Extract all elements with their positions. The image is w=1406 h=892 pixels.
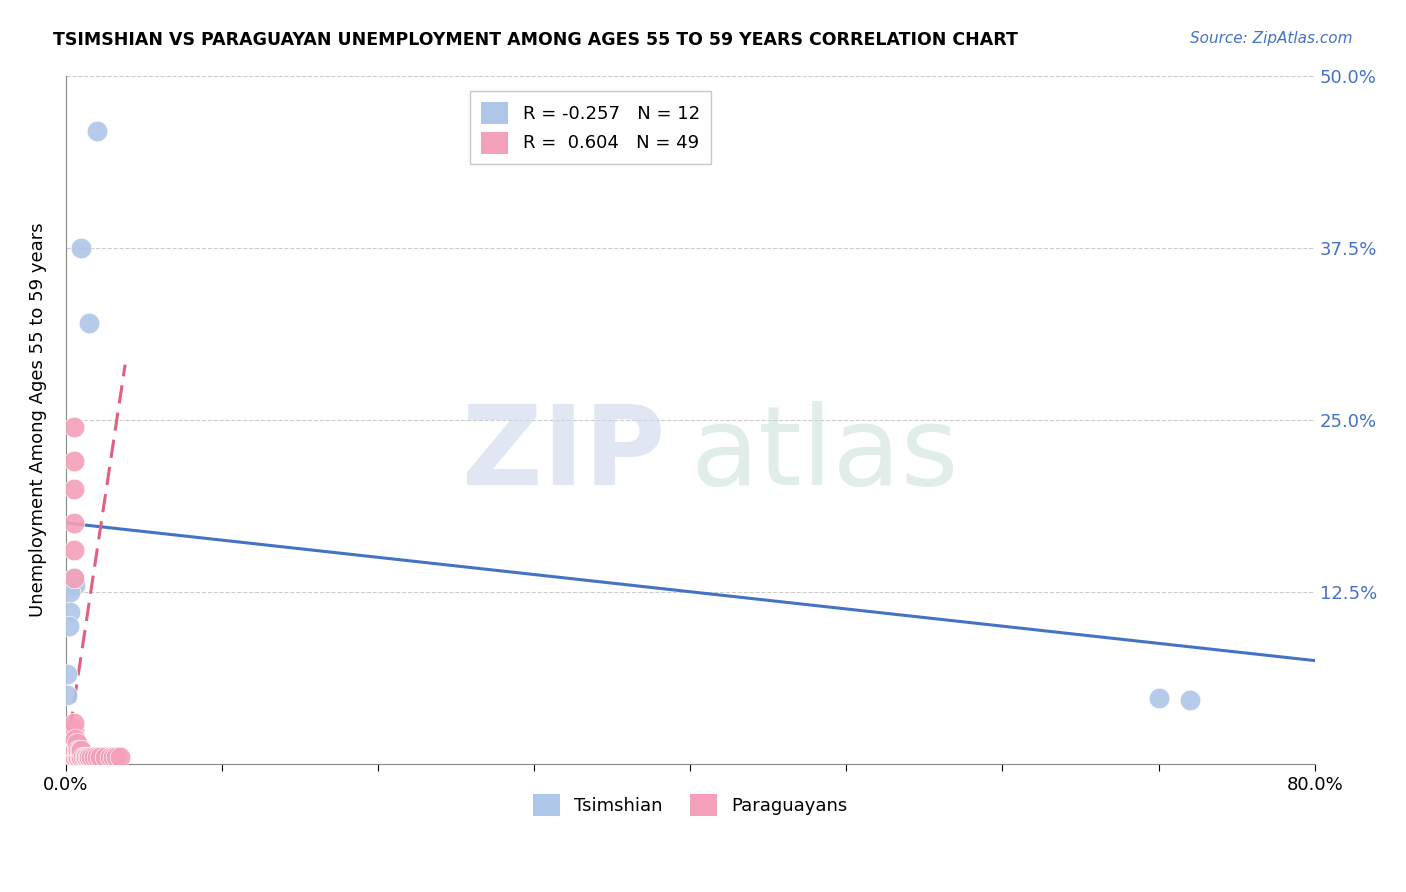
Point [62, 571, 84, 585]
Point [63, 750, 86, 764]
Point [62, 732, 84, 747]
Point [62, 516, 84, 530]
Point [62, 419, 84, 434]
Point [62, 715, 84, 730]
Point [75, 750, 97, 764]
Point [83, 750, 105, 764]
Point [56, 688, 79, 702]
Point [62, 740, 84, 755]
Text: Source: ZipAtlas.com: Source: ZipAtlas.com [1189, 31, 1353, 46]
Point [62, 482, 84, 496]
Point [63, 732, 86, 747]
Point [67, 743, 90, 757]
Point [58, 750, 80, 764]
Point [62, 723, 84, 737]
Point [62, 726, 84, 740]
Point [62, 454, 84, 468]
Point [59, 750, 82, 764]
Point [60, 736, 83, 750]
Point [80, 750, 103, 764]
Point [101, 750, 124, 764]
Point [63, 578, 86, 592]
Point [1178, 693, 1201, 707]
Point [70, 743, 93, 757]
Point [59, 736, 82, 750]
Text: TSIMSHIAN VS PARAGUAYAN UNEMPLOYMENT AMONG AGES 55 TO 59 YEARS CORRELATION CHART: TSIMSHIAN VS PARAGUAYAN UNEMPLOYMENT AMO… [53, 31, 1018, 49]
Text: atlas: atlas [690, 401, 959, 508]
Point [66, 750, 89, 764]
Point [58, 619, 80, 633]
Point [59, 743, 82, 757]
Point [62, 736, 84, 750]
Point [110, 750, 132, 764]
Point [1147, 690, 1170, 705]
Point [104, 750, 127, 764]
Point [73, 750, 96, 764]
Point [72, 750, 94, 764]
Point [63, 743, 86, 757]
Text: ZIP: ZIP [463, 401, 665, 508]
Legend: Tsimshian, Paraguayans: Tsimshian, Paraguayans [526, 787, 855, 823]
Point [67, 750, 90, 764]
Point [62, 746, 84, 760]
Point [70, 241, 93, 255]
Point [86, 750, 108, 764]
Point [59, 606, 82, 620]
Point [62, 571, 84, 585]
Point [70, 750, 93, 764]
Point [62, 543, 84, 558]
Point [62, 750, 84, 764]
Point [98, 750, 121, 764]
Point [56, 667, 79, 681]
Point [89, 750, 111, 764]
Point [58, 743, 80, 757]
Point [69, 750, 91, 764]
Point [60, 743, 83, 757]
Point [59, 584, 82, 599]
Point [66, 743, 89, 757]
Point [60, 729, 83, 743]
Point [77, 750, 100, 764]
Point [66, 736, 89, 750]
Y-axis label: Unemployment Among Ages 55 to 59 years: Unemployment Among Ages 55 to 59 years [30, 222, 46, 617]
Point [76, 750, 98, 764]
Point [69, 743, 91, 757]
Point [94, 750, 117, 764]
Point [60, 750, 83, 764]
Point [86, 123, 108, 137]
Point [77, 316, 100, 330]
